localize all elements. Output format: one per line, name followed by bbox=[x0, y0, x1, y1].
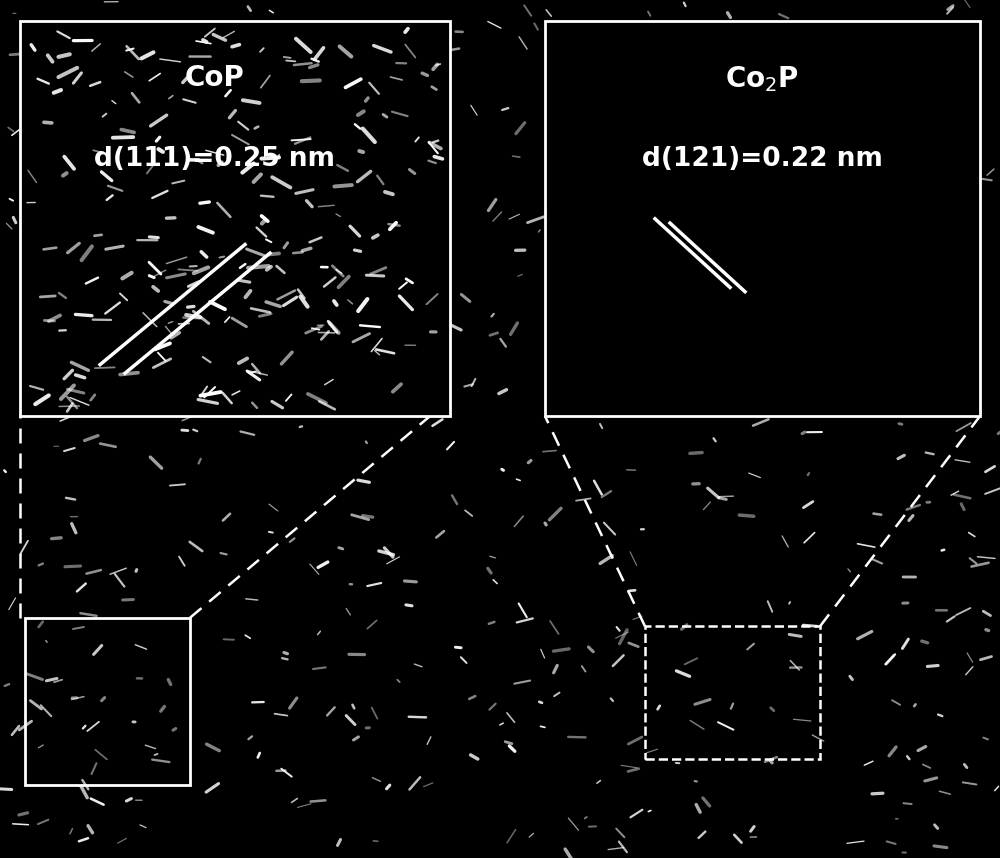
Bar bbox=[645, 626, 820, 759]
Bar bbox=[20, 21, 450, 416]
Text: CoP: CoP bbox=[185, 64, 245, 93]
Text: d(121)=0.22 nm: d(121)=0.22 nm bbox=[642, 146, 882, 172]
Text: Co$_2$P: Co$_2$P bbox=[725, 64, 799, 94]
Text: d(111)=0.25 nm: d(111)=0.25 nm bbox=[94, 146, 336, 172]
Bar bbox=[25, 618, 190, 785]
Bar bbox=[545, 21, 980, 416]
